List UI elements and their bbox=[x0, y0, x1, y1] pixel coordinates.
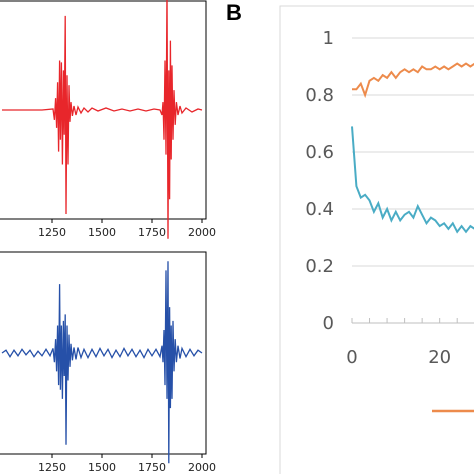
xtick-label: 0 bbox=[346, 347, 357, 368]
panel-b-xaxis: 0 20 bbox=[346, 347, 451, 368]
ytick-label: 0 bbox=[323, 313, 334, 334]
ytick-label: 0.6 bbox=[305, 142, 334, 163]
xtick-label: 1750 bbox=[138, 461, 166, 474]
ytick-label: 0.4 bbox=[305, 199, 334, 220]
panel-a-top-series-line bbox=[2, 0, 203, 239]
xtick-label: 1250 bbox=[38, 461, 66, 474]
xtick-label: 2000 bbox=[188, 226, 216, 239]
xtick-label: 1500 bbox=[88, 226, 116, 239]
xtick-label: 1500 bbox=[88, 461, 116, 474]
panel-a-top-xaxis: 1250 1500 1750 2000 bbox=[38, 219, 216, 239]
panel-b-frame bbox=[279, 5, 474, 474]
xtick-label: 1750 bbox=[138, 226, 166, 239]
xtick-label: 20 bbox=[428, 347, 451, 368]
panel-a-bottom-xaxis: 1250 1500 1750 2000 bbox=[38, 454, 216, 474]
ytick-label: 0.2 bbox=[305, 256, 334, 277]
panel-b-yaxis: 0 0.2 0.4 0.6 0.8 1 bbox=[305, 28, 334, 334]
ytick-label: 1 bbox=[323, 28, 334, 49]
xtick-label: 2000 bbox=[188, 461, 216, 474]
panel-b-series-1-line bbox=[351, 126, 474, 234]
panel-b-label: B bbox=[226, 0, 242, 25]
panel-a-bottom-series-line bbox=[1, 261, 203, 464]
panel-b-series-0-line bbox=[352, 62, 474, 99]
ytick-label: 0.8 bbox=[305, 85, 334, 106]
xtick-label: 1250 bbox=[38, 226, 66, 239]
